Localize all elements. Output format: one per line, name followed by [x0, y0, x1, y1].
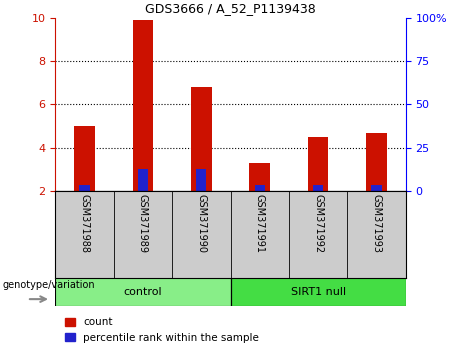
- Bar: [55, 278, 230, 306]
- Bar: [230, 278, 406, 306]
- Text: GSM371992: GSM371992: [313, 194, 323, 253]
- Text: control: control: [124, 287, 162, 297]
- Title: GDS3666 / A_52_P1139438: GDS3666 / A_52_P1139438: [145, 2, 316, 15]
- Bar: [138, 170, 148, 191]
- Text: GSM371989: GSM371989: [138, 194, 148, 253]
- Legend: count, percentile rank within the sample: count, percentile rank within the sample: [60, 313, 264, 347]
- Text: SIRT1 null: SIRT1 null: [290, 287, 346, 297]
- Bar: [55, 278, 230, 306]
- Bar: [366, 133, 387, 191]
- Bar: [230, 278, 406, 306]
- Bar: [133, 20, 153, 191]
- Bar: [254, 185, 265, 191]
- Bar: [249, 163, 270, 191]
- Bar: [313, 185, 323, 191]
- Bar: [74, 126, 95, 191]
- Text: GSM371991: GSM371991: [254, 194, 265, 253]
- Bar: [308, 137, 328, 191]
- Bar: [79, 185, 89, 191]
- Text: GSM371988: GSM371988: [79, 194, 89, 253]
- Text: GSM371993: GSM371993: [372, 194, 382, 253]
- Text: GSM371990: GSM371990: [196, 194, 207, 253]
- Bar: [196, 170, 207, 191]
- Text: genotype/variation: genotype/variation: [3, 280, 95, 290]
- Bar: [372, 185, 382, 191]
- Bar: [191, 87, 212, 191]
